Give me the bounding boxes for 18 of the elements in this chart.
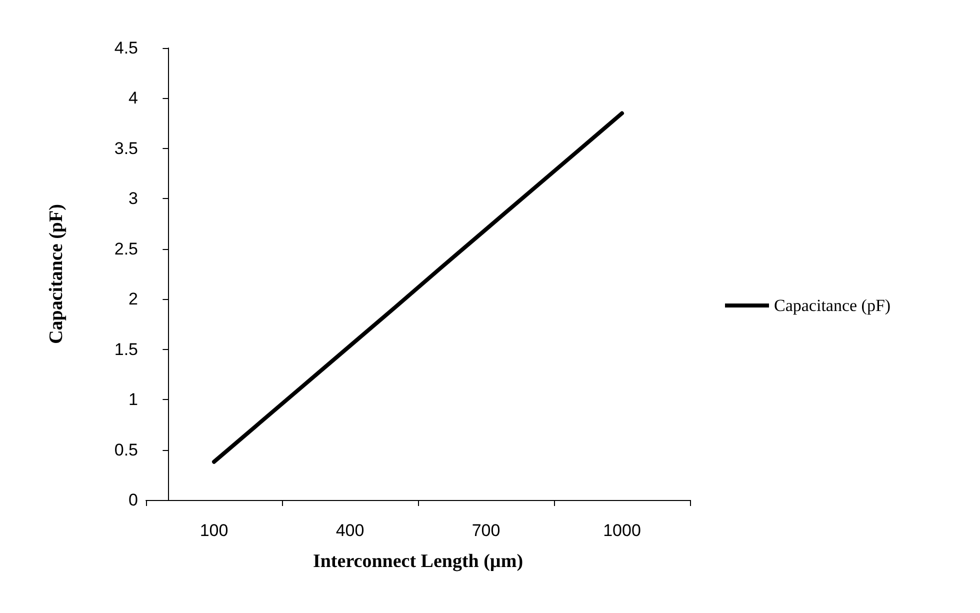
y-tick-label: 1 bbox=[128, 390, 138, 410]
x-tick-label: 700 bbox=[472, 521, 500, 540]
y-tick-label: 3.5 bbox=[114, 138, 138, 158]
y-tick-label: 4.5 bbox=[114, 38, 138, 58]
y-tick-label: 3 bbox=[128, 189, 138, 208]
y-tick-label: 2.5 bbox=[114, 239, 138, 258]
x-tick-label: 400 bbox=[336, 521, 364, 540]
y-tick-label: 0.5 bbox=[114, 440, 138, 460]
y-tick-label: 2 bbox=[128, 290, 138, 309]
legend-label: Capacitance (pF) bbox=[774, 296, 891, 315]
y-axis-title: Capacitance (pF) bbox=[46, 204, 67, 344]
line-series bbox=[212, 111, 624, 464]
y-tick-label: 0 bbox=[128, 490, 138, 510]
x-axis-title: Interconnect Length (µm) bbox=[312, 551, 524, 572]
y-tick-label: 4 bbox=[128, 88, 138, 108]
x-tick-label: 100 bbox=[200, 521, 228, 540]
y-tick-label: 1.5 bbox=[114, 340, 138, 359]
x-tick-label: 1000 bbox=[603, 521, 641, 540]
